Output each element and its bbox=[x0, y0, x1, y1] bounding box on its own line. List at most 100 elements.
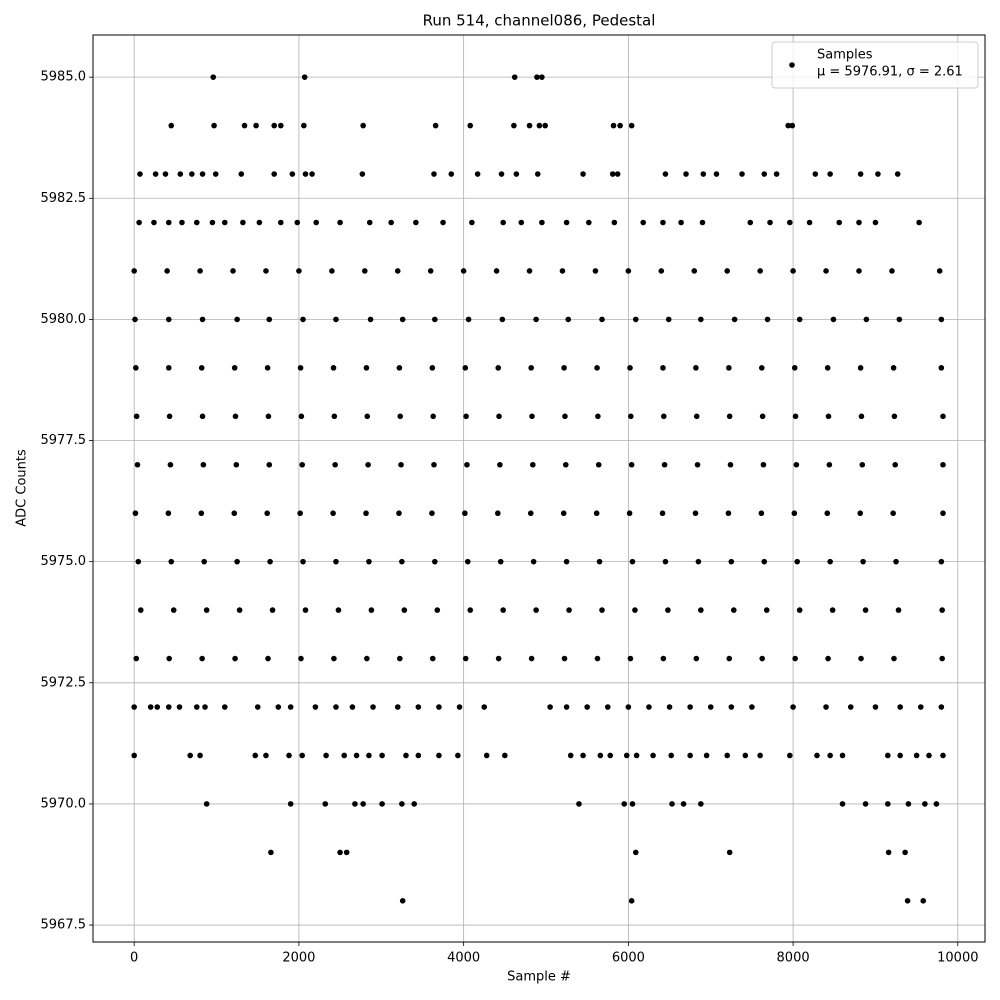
point bbox=[132, 510, 139, 517]
point bbox=[839, 752, 846, 759]
point bbox=[632, 849, 639, 856]
point bbox=[399, 801, 405, 807]
point bbox=[264, 365, 271, 371]
point bbox=[460, 268, 467, 274]
point bbox=[567, 752, 574, 759]
point bbox=[561, 655, 568, 662]
point bbox=[467, 122, 474, 129]
point bbox=[785, 122, 791, 129]
point bbox=[200, 461, 207, 468]
point bbox=[499, 316, 506, 323]
point bbox=[814, 752, 820, 759]
point bbox=[885, 752, 891, 759]
point bbox=[167, 461, 174, 468]
point bbox=[916, 219, 922, 226]
point bbox=[646, 704, 652, 710]
point bbox=[168, 558, 175, 565]
point bbox=[230, 268, 236, 274]
point bbox=[333, 316, 339, 323]
point bbox=[429, 655, 436, 662]
point bbox=[614, 171, 621, 177]
point bbox=[904, 898, 911, 904]
point bbox=[580, 171, 586, 177]
point bbox=[666, 704, 673, 710]
point bbox=[724, 268, 731, 274]
point bbox=[939, 607, 945, 613]
point bbox=[135, 558, 142, 565]
point bbox=[187, 752, 193, 759]
point bbox=[518, 219, 525, 226]
y-tick-label: 5980.0 bbox=[41, 312, 87, 327]
point bbox=[179, 219, 185, 226]
point bbox=[287, 801, 294, 807]
point bbox=[725, 510, 732, 517]
point bbox=[627, 365, 633, 371]
point bbox=[199, 413, 206, 420]
point bbox=[301, 122, 307, 129]
y-tick-label: 5977.5 bbox=[41, 433, 87, 448]
point bbox=[147, 704, 154, 710]
point bbox=[396, 510, 402, 517]
point bbox=[252, 752, 259, 759]
point bbox=[397, 655, 403, 662]
x-tick-label: 4000 bbox=[447, 951, 480, 966]
point bbox=[823, 268, 829, 274]
point bbox=[456, 704, 463, 710]
point bbox=[890, 510, 896, 517]
point bbox=[294, 219, 301, 226]
point bbox=[891, 655, 897, 662]
point bbox=[938, 704, 945, 710]
point bbox=[857, 510, 864, 517]
point bbox=[793, 461, 800, 468]
point bbox=[263, 268, 269, 274]
point bbox=[313, 219, 320, 226]
points bbox=[131, 74, 946, 904]
point bbox=[267, 558, 273, 565]
point bbox=[791, 510, 798, 517]
point bbox=[660, 655, 667, 662]
point bbox=[309, 171, 315, 177]
point bbox=[731, 316, 738, 323]
point bbox=[812, 171, 819, 177]
point bbox=[265, 413, 272, 420]
point bbox=[397, 413, 404, 420]
point bbox=[232, 413, 239, 420]
point bbox=[335, 607, 342, 613]
point bbox=[528, 655, 535, 662]
point bbox=[595, 461, 602, 468]
point bbox=[269, 607, 276, 613]
point bbox=[668, 752, 674, 759]
point bbox=[727, 461, 734, 468]
point bbox=[892, 461, 899, 468]
point bbox=[198, 365, 205, 371]
point bbox=[399, 316, 406, 323]
point bbox=[254, 704, 261, 710]
point bbox=[703, 752, 710, 759]
point bbox=[271, 171, 278, 177]
point bbox=[749, 704, 755, 710]
point bbox=[728, 704, 735, 710]
point bbox=[897, 704, 903, 710]
point bbox=[938, 558, 945, 565]
point bbox=[166, 655, 172, 662]
point bbox=[761, 171, 768, 177]
point bbox=[872, 219, 879, 226]
point bbox=[860, 558, 866, 565]
point bbox=[896, 316, 903, 323]
point bbox=[660, 365, 666, 371]
point bbox=[659, 510, 666, 517]
point bbox=[862, 607, 869, 613]
point bbox=[398, 461, 404, 468]
point bbox=[796, 607, 803, 613]
point bbox=[726, 365, 732, 371]
point bbox=[271, 122, 278, 129]
point bbox=[265, 655, 271, 662]
point bbox=[165, 316, 172, 323]
point bbox=[936, 268, 943, 274]
point bbox=[464, 558, 471, 565]
point bbox=[296, 268, 302, 274]
point bbox=[595, 413, 601, 420]
point bbox=[565, 316, 572, 323]
point bbox=[528, 365, 534, 371]
